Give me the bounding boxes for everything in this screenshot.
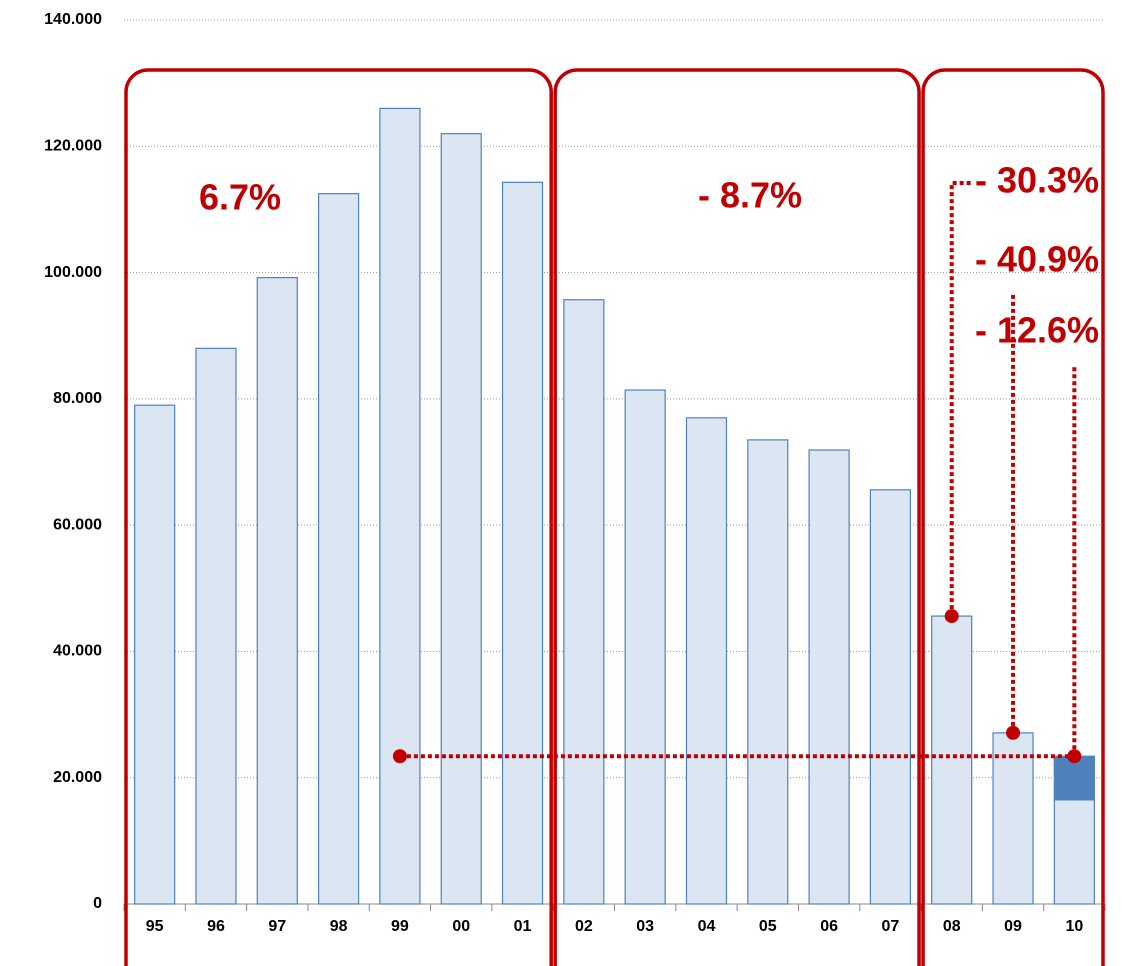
x-tick-label: 10	[1065, 918, 1083, 935]
y-tick-label: 60.000	[53, 516, 102, 533]
x-tick-label: 05	[759, 918, 777, 935]
bar	[134, 404, 176, 905]
bar	[1053, 799, 1095, 905]
guide-dot	[392, 749, 407, 764]
group-box	[921, 68, 1105, 966]
annotation: 6.7%	[199, 177, 281, 218]
x-tick-label: 01	[514, 918, 532, 935]
guide-line	[949, 181, 972, 617]
bar	[992, 732, 1034, 905]
y-tick-label: 120.000	[44, 138, 102, 155]
y-tick-label: 100.000	[44, 264, 102, 281]
x-tick-label: 95	[146, 918, 164, 935]
annotation: - 30.3%	[975, 160, 1099, 201]
x-tick-label: 96	[207, 918, 225, 935]
annotation: - 8.7%	[698, 175, 802, 216]
annotation: - 12.6%	[975, 310, 1099, 351]
bar	[685, 417, 728, 905]
guide-dot	[1006, 725, 1021, 740]
bar	[624, 389, 666, 905]
y-tick-label: 80.000	[53, 390, 102, 407]
group-box	[553, 68, 921, 966]
annotation: - 40.9%	[975, 239, 1099, 280]
x-tick-label: 02	[575, 918, 593, 935]
bar	[440, 133, 482, 905]
bar	[256, 277, 298, 905]
x-tick-label: 07	[882, 918, 900, 935]
x-tick-label: 04	[698, 918, 716, 935]
bar	[808, 449, 850, 905]
x-tick-label: 09	[1004, 918, 1022, 935]
x-tick-label: 00	[452, 918, 470, 935]
x-tick-label: 06	[820, 918, 838, 935]
bar	[931, 615, 973, 905]
group-box	[124, 68, 553, 966]
bar	[195, 347, 237, 905]
bar	[501, 181, 544, 905]
bar	[379, 107, 421, 905]
guide-dot	[1067, 749, 1082, 764]
y-tick-label: 40.000	[53, 643, 102, 660]
y-tick-label: 0	[93, 895, 102, 912]
x-tick-label: 08	[943, 918, 961, 935]
y-tick-label: 20.000	[53, 769, 102, 786]
x-tick-label: 03	[636, 918, 654, 935]
bar	[869, 489, 912, 905]
x-tick-label: 98	[330, 918, 348, 935]
bar	[317, 193, 360, 905]
y-tick-label: 140.000	[44, 11, 102, 28]
x-tick-label: 99	[391, 918, 409, 935]
bar	[747, 439, 789, 905]
guide-dot	[944, 609, 959, 624]
bar	[563, 299, 605, 905]
x-tick-label: 97	[268, 918, 286, 935]
